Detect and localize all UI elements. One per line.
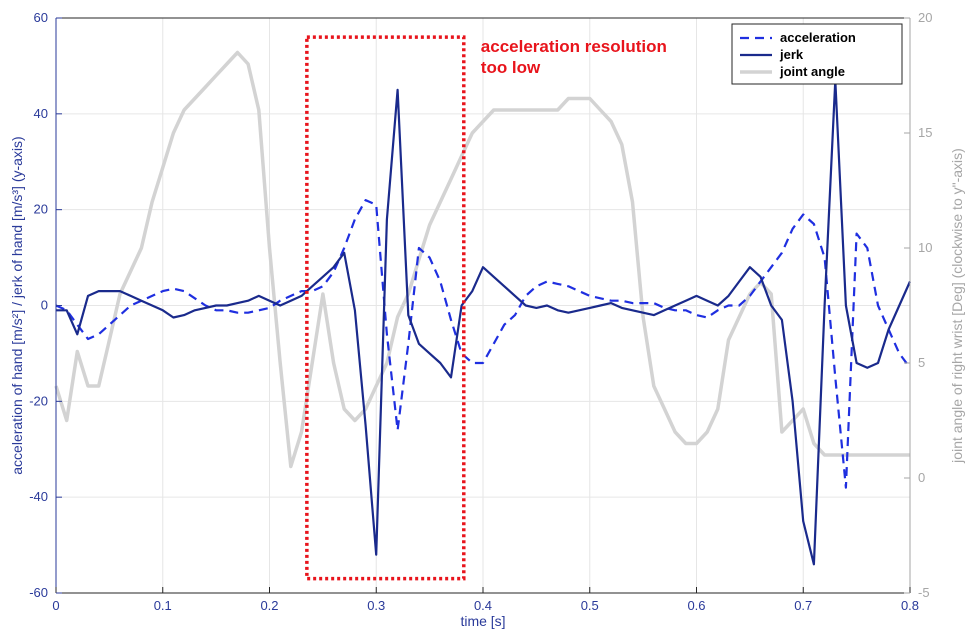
legend: acceleration jerk joint angle xyxy=(731,23,903,85)
annotation-text-line-1: acceleration resolution xyxy=(481,37,667,56)
axes-layer: 0 0.1 0.2 0.3 0.4 0.5 0.6 0.7 0.8 -60 -40 -20 0 20 40 6… xyxy=(9,10,965,629)
y-tick-label: -60 xyxy=(29,585,48,600)
x-tick-label: 0.4 xyxy=(474,598,492,613)
series-line-acceleration xyxy=(55,199,911,489)
y2-tick-label: -5 xyxy=(918,585,930,600)
legend-label-joint-angle: joint angle xyxy=(779,64,845,79)
annotation-text-line-2: too low xyxy=(481,58,541,77)
y-axis-title: acceleration of hand [m/s²] / jerk of ha… xyxy=(9,136,25,474)
legend-label-jerk: jerk xyxy=(779,47,804,62)
y-tick-label: -20 xyxy=(29,393,48,408)
series-line-jerk xyxy=(56,79,912,566)
series-line-joint-angle xyxy=(54,50,910,469)
y2-tick-label: 0 xyxy=(918,470,925,485)
legend-label-acceleration: acceleration xyxy=(780,30,856,45)
x-tick-label: 0.6 xyxy=(687,598,705,613)
x-tick-label: 0.8 xyxy=(901,598,919,613)
x-tick-label: 0.1 xyxy=(154,598,172,613)
y2-tick-label: 20 xyxy=(918,10,932,25)
x-tick-label: 0.3 xyxy=(367,598,385,613)
annotation-layer: acceleration resolution too low xyxy=(305,35,667,581)
y-tick-label: -40 xyxy=(29,489,48,504)
y-tick-label: 20 xyxy=(34,202,48,217)
x-tick-label: 0.5 xyxy=(581,598,599,613)
y-tick-label: 0 xyxy=(41,298,48,313)
y2-tick-label: 10 xyxy=(918,240,932,255)
x-tick-label: 0.2 xyxy=(260,598,278,613)
y-tick-label: 40 xyxy=(34,106,48,121)
x-tick-label: 0.7 xyxy=(794,598,812,613)
series-layer xyxy=(54,50,912,566)
y2-axis-title: joint angle of right wrist [Deg] (clockw… xyxy=(949,148,965,464)
y-tick-label: 60 xyxy=(34,10,48,25)
annotation-box xyxy=(305,35,466,581)
x-tick-label: 0 xyxy=(52,598,59,613)
x-axis-title: time [s] xyxy=(460,613,505,629)
y2-tick-label: 5 xyxy=(918,355,925,370)
y2-tick-label: 15 xyxy=(918,125,932,140)
gridlines xyxy=(55,17,911,594)
